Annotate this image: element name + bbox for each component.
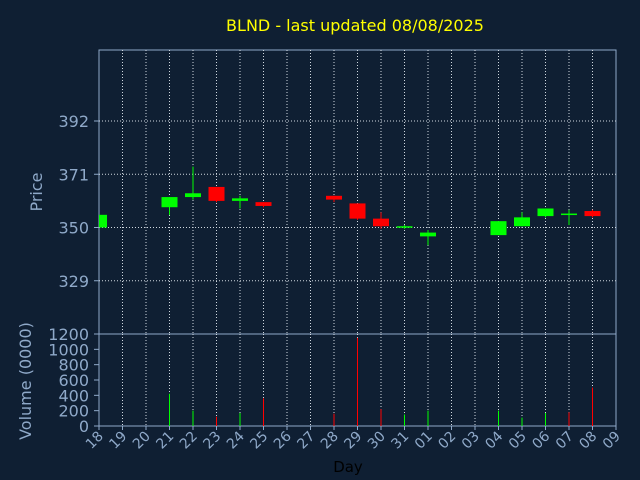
candle-body	[208, 186, 225, 201]
volume-tick-label: 600	[58, 371, 89, 390]
candle-body	[561, 213, 577, 216]
candle-body	[326, 195, 342, 200]
candle-body	[255, 202, 272, 206]
volume-tick-label: 0	[79, 417, 89, 436]
x-tick-label: 28	[318, 429, 342, 453]
candle-body	[373, 218, 389, 227]
x-tick-label: 03	[459, 429, 483, 453]
price-tick-label: 392	[58, 112, 89, 131]
candle-body	[514, 217, 530, 227]
volume-tick-label: 200	[58, 402, 89, 421]
volume-tick-label: 800	[58, 356, 89, 375]
volume-tick-label: 400	[58, 386, 89, 405]
price-panel: 329 350 371 392	[58, 49, 617, 335]
candle-body	[99, 214, 107, 228]
x-tick-label: 07	[553, 429, 577, 453]
x-tick-label: 05	[506, 429, 530, 453]
chart-title: BLND - last updated 08/08/2025	[226, 16, 484, 35]
candle-body	[396, 226, 413, 228]
candle-body	[349, 203, 366, 219]
x-tick-label: 24	[224, 428, 248, 452]
x-axis-label: Day	[333, 458, 363, 476]
candle-body	[490, 221, 507, 236]
x-tick-label: 23	[200, 429, 224, 453]
volume-tick-label: 1000	[48, 340, 89, 359]
x-tick-label: 01	[412, 429, 436, 453]
candle-body	[420, 232, 436, 237]
candle-body	[537, 208, 554, 217]
x-tick-label: 25	[247, 429, 271, 453]
x-tick-label: 29	[341, 429, 365, 453]
candle-body	[161, 197, 178, 208]
candle-body	[232, 198, 248, 201]
volume-axis-label: Volume (0000)	[16, 322, 35, 440]
x-tick-label: 22	[177, 429, 201, 453]
x-tick-label: 20	[130, 429, 154, 453]
x-tick-label: 26	[271, 428, 295, 452]
x-tick-label: 31	[388, 429, 412, 453]
x-tick-label: 19	[106, 429, 130, 453]
candles	[99, 166, 601, 246]
price-tick-label: 371	[58, 165, 89, 184]
price-axis-label: Price	[27, 172, 46, 211]
x-tick-label: 04	[482, 428, 506, 452]
x-tick-label: 09	[600, 429, 624, 453]
x-tick-label: 30	[365, 429, 389, 453]
price-tick-label: 350	[58, 219, 89, 238]
volume-tick-label: 1200	[48, 325, 89, 344]
x-axis: 18 19 20 21 22 23 24 25 26 27 28 29 30 31 01 02 03 04 05 06…	[83, 426, 624, 452]
x-tick-label: 21	[153, 429, 177, 453]
x-tick-label: 06	[529, 428, 553, 452]
x-tick-label: 02	[435, 429, 459, 453]
x-tick-label: 08	[576, 429, 600, 453]
price-tick-label: 329	[58, 272, 89, 291]
candle-body	[185, 193, 201, 198]
candle-body	[584, 211, 601, 217]
x-tick-label: 27	[294, 429, 318, 453]
